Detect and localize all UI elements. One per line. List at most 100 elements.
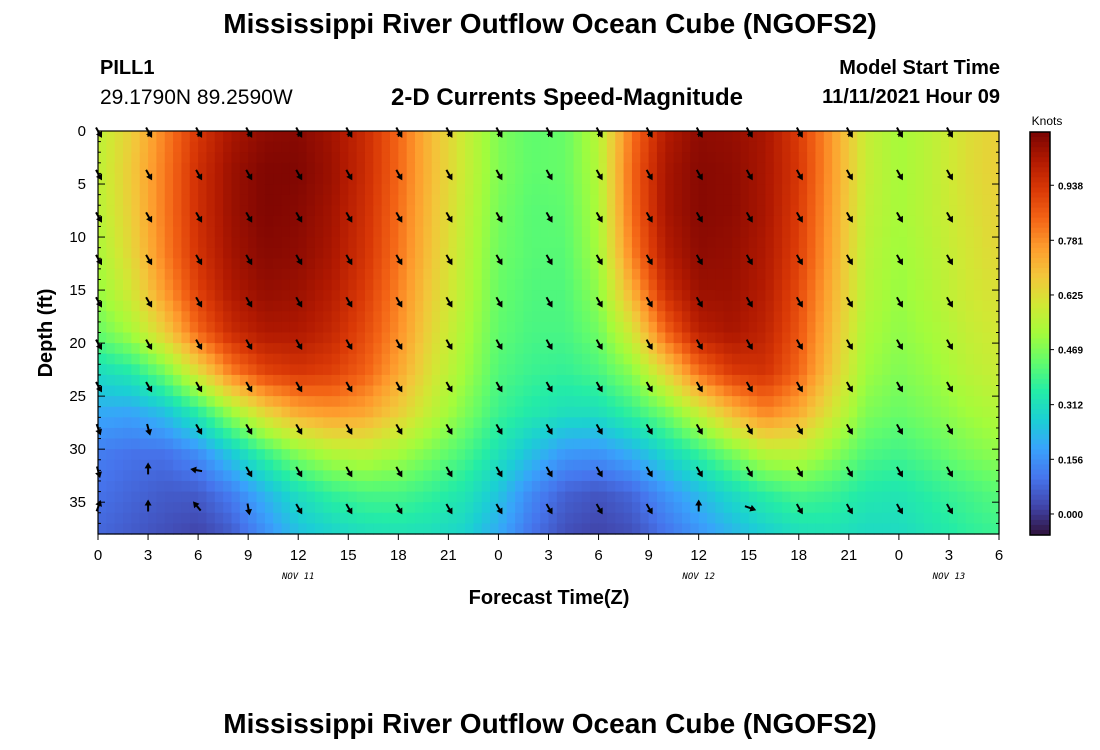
heatmap-cell	[223, 247, 233, 259]
heatmap-cell	[406, 300, 416, 312]
heatmap-cell	[206, 173, 216, 185]
heatmap-cell	[281, 364, 291, 376]
heatmap-cell	[732, 279, 741, 291]
heatmap-cell	[631, 343, 641, 355]
heatmap-cell	[832, 491, 842, 503]
heatmap-cell	[540, 215, 550, 228]
heatmap-cell	[648, 374, 658, 387]
heatmap-cell	[356, 194, 366, 206]
heatmap-cell	[356, 311, 366, 323]
heatmap-cell	[982, 343, 992, 355]
heatmap-cell	[540, 300, 550, 312]
heatmap-cell	[431, 459, 441, 471]
heatmap-cell	[690, 512, 700, 524]
heatmap-cell	[506, 141, 516, 153]
heatmap-cell	[123, 417, 132, 429]
heatmap-cell	[857, 173, 867, 185]
heatmap-cell	[765, 502, 775, 514]
heatmap-cell	[440, 290, 449, 302]
heatmap-cell	[339, 184, 349, 196]
heatmap-cell	[606, 364, 616, 376]
heatmap-cell	[890, 194, 900, 206]
heatmap-cell	[598, 311, 608, 323]
heatmap-cell	[690, 162, 700, 175]
heatmap-cell	[857, 523, 867, 535]
current-vector	[645, 211, 653, 223]
current-vector	[345, 169, 353, 181]
heatmap-cell	[98, 332, 107, 344]
heatmap-cell	[848, 258, 858, 270]
heatmap-cell	[456, 247, 466, 259]
heatmap-cell	[840, 438, 850, 450]
heatmap-cell	[398, 205, 408, 217]
heatmap-cell	[973, 194, 983, 206]
heatmap-cell	[398, 438, 408, 450]
heatmap-cell	[364, 131, 374, 143]
heatmap-cell	[773, 237, 783, 249]
colorbar-segment	[1030, 313, 1050, 319]
current-vector	[495, 169, 503, 181]
heatmap-cell	[523, 374, 533, 387]
heatmap-cell	[331, 374, 341, 387]
vector-head	[190, 466, 197, 474]
heatmap-cell	[765, 332, 775, 344]
heatmap-cell	[440, 512, 449, 524]
heatmap-cell	[406, 438, 416, 450]
heatmap-cell	[982, 396, 992, 408]
heatmap-cell	[631, 215, 641, 228]
heatmap-cell	[173, 152, 183, 164]
heatmap-cell	[448, 459, 458, 471]
heatmap-cell	[631, 194, 641, 206]
heatmap-cell	[314, 247, 324, 259]
heatmap-cell	[364, 279, 374, 291]
heatmap-cell	[648, 417, 658, 429]
heatmap-cell	[123, 162, 132, 175]
heatmap-cell	[381, 427, 391, 440]
heatmap-cell	[306, 141, 316, 153]
heatmap-cell	[631, 512, 641, 524]
heatmap-cell	[690, 268, 700, 281]
heatmap-cell	[957, 438, 967, 450]
heatmap-cell	[598, 491, 608, 503]
heatmap-cell	[148, 417, 157, 429]
heatmap-cell	[732, 226, 741, 238]
heatmap-cell	[765, 449, 775, 461]
heatmap-cell	[264, 374, 274, 387]
heatmap-cell	[465, 131, 475, 143]
vector-head	[596, 173, 603, 181]
heatmap-cell	[148, 332, 157, 344]
heatmap-cell	[948, 459, 958, 471]
heatmap-cell	[331, 152, 341, 164]
heatmap-cell	[156, 406, 166, 418]
heatmap-cell	[473, 491, 483, 503]
heatmap-cell	[581, 173, 591, 185]
heatmap-cell	[273, 279, 283, 291]
heatmap-cell	[239, 364, 249, 376]
heatmap-cell	[573, 480, 583, 493]
vector-head	[546, 215, 553, 223]
heatmap-cell	[356, 173, 366, 185]
vector-head	[95, 343, 103, 351]
heatmap-cell	[565, 480, 575, 493]
heatmap-cell	[773, 491, 783, 503]
heatmap-cell	[298, 152, 308, 164]
heatmap-cell	[298, 279, 308, 291]
vector-head	[196, 258, 203, 266]
heatmap-cell	[798, 470, 808, 482]
heatmap-cell	[123, 332, 132, 344]
heatmap-cell	[723, 385, 733, 397]
heatmap-cell	[264, 279, 274, 291]
current-vector	[245, 423, 253, 435]
current-vector	[695, 423, 703, 435]
heatmap-cell	[515, 343, 525, 355]
heatmap-cell	[106, 215, 116, 228]
heatmap-cell	[348, 396, 358, 408]
colorbar-segment	[1030, 152, 1050, 158]
heatmap-cell	[540, 332, 550, 344]
heatmap-cell	[398, 406, 408, 418]
heatmap-cell	[181, 491, 191, 503]
heatmap-cell	[915, 194, 925, 206]
heatmap-cell	[973, 311, 983, 323]
heatmap-cell	[932, 396, 942, 408]
heatmap-cell	[673, 290, 683, 302]
